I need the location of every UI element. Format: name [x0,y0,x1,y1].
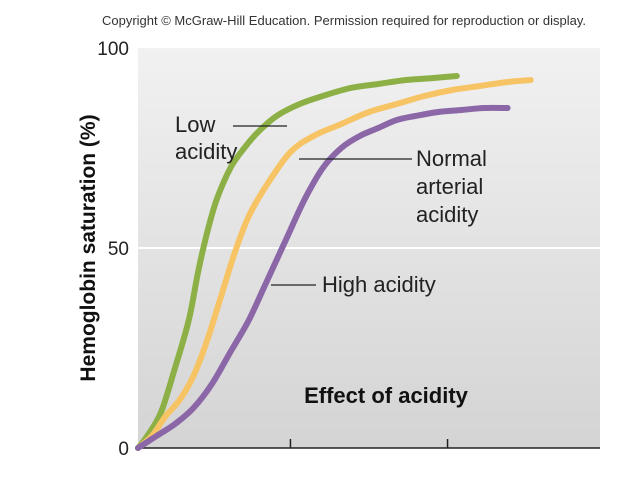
chart-title: Effect of acidity [304,383,469,408]
series-line-low-acidity [135,73,460,451]
x-ticks [289,439,449,448]
label-high-acidity: High acidity [322,272,436,297]
label-normal-line-2: arterial [416,174,483,199]
label-low-acidity-line-2: acidity [175,139,237,164]
y-axis-label: Hemoglobin saturation (%) [77,114,100,381]
label-low-acidity-line-1: Low [175,112,215,137]
series-line-high-acidity [135,104,511,451]
label-normal-line-1: Normal [416,146,487,171]
y-tick-label-50: 50 [108,239,129,260]
series-line-normal-arterial-acidity [135,77,534,451]
label-normal-arterial-acidity: Normal arterial acidity [416,146,493,227]
label-normal-line-3: acidity [416,202,478,227]
label-low-acidity: Low acidity [175,112,237,164]
y-tick-labels: 0 50 100 [97,39,129,460]
y-tick-label-0: 0 [118,439,129,460]
copyright-notice: Copyright © McGraw-Hill Education. Permi… [102,13,586,28]
y-tick-label-100: 100 [97,39,129,60]
series-lines [135,73,534,451]
